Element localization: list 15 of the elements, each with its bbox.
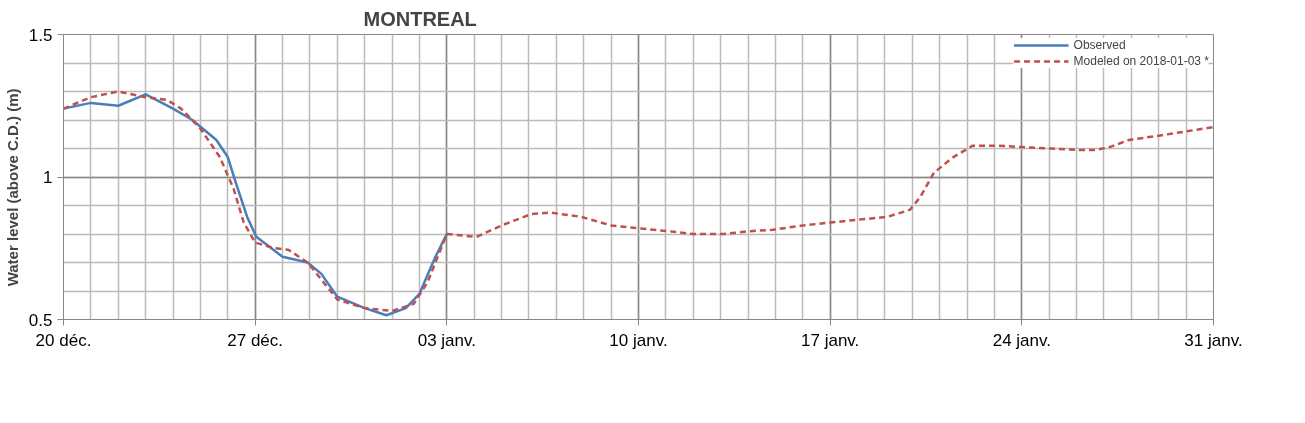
x-tick-label: 24 janv. [992, 330, 1051, 350]
y-axis-title: Water level (above C.D.) (m) [3, 88, 21, 287]
y-tick-label: 1.5 [28, 25, 53, 45]
x-tick-label: 03 janv. [417, 330, 476, 350]
y-tick-label: 1 [43, 168, 53, 187]
x-tick-label: 17 janv. [801, 330, 860, 350]
chart-title: MONTREAL [363, 7, 477, 30]
x-tick-label: 20 déc. [35, 330, 92, 350]
y-tick-label: 0.5 [28, 310, 53, 330]
line-series [63, 90, 1214, 313]
legend-label: Modeled on 2018-01-03 * [1073, 54, 1209, 68]
x-tick-label: 27 déc. [227, 330, 284, 350]
x-tick-label: 10 janv. [609, 330, 668, 350]
x-tick-label: 31 janv. [1184, 330, 1243, 350]
legend-label: Observed [1073, 38, 1126, 52]
